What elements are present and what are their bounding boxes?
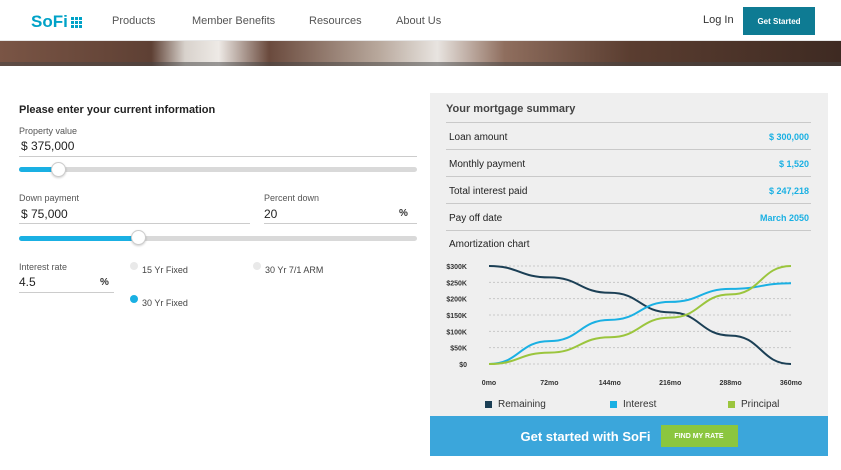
x-tick-label: 288mo [720, 380, 742, 387]
summary-label: Loan amount [449, 132, 508, 143]
property-value-underline [19, 156, 417, 157]
summary-value: $ 247,218 [768, 186, 809, 196]
interest-rate-unit: % [100, 277, 109, 288]
summary-label: Total interest paid [449, 186, 528, 197]
cta-bar: Get started with SoFi FIND MY RATE [430, 416, 828, 456]
nav-link-products[interactable]: Products [112, 15, 156, 27]
legend-interest: Interest [610, 399, 656, 410]
y-tick-label: $250K [446, 280, 467, 287]
y-tick-label: $200K [446, 297, 467, 304]
y-tick-label: $150K [446, 313, 467, 320]
nav-link-resources[interactable]: Resources [309, 15, 362, 27]
x-tick-label: 144mo [599, 380, 621, 387]
y-tick-label: $100K [446, 329, 467, 336]
interest-rate-input[interactable]: 4.5 [19, 275, 36, 289]
property-value-label: Property value [19, 126, 78, 136]
legend-interest-swatch [610, 401, 617, 408]
summary-divider [446, 230, 811, 231]
y-tick-label: $50K [450, 346, 467, 353]
mortgage-summary-panel: Your mortgage summary Loan amount $ 300,… [430, 93, 828, 456]
summary-label: Monthly payment [449, 159, 526, 170]
y-tick-label: $0 [459, 362, 467, 369]
down-payment-input[interactable]: $ 75,000 [21, 207, 68, 221]
radio-15yr-fixed[interactable] [130, 262, 138, 270]
percent-down-underline [264, 223, 417, 224]
series-line-principal [488, 265, 792, 365]
series-line-remaining [488, 265, 792, 365]
down-payment-slider-fill [19, 236, 139, 241]
get-started-button[interactable]: Get Started [743, 7, 815, 35]
nav-link-about-us[interactable]: About Us [396, 15, 442, 27]
hero-image [0, 41, 841, 66]
radio-30yr-fixed[interactable] [130, 295, 138, 303]
percent-down-unit: % [399, 208, 408, 219]
radio-30yr-fixed-label[interactable]: 30 Yr Fixed [142, 298, 188, 308]
x-tick-label: 0mo [482, 380, 496, 387]
series-line-interest [488, 282, 792, 365]
property-value-input[interactable]: $ 375,000 [21, 139, 75, 153]
x-tick-label: 360mo [780, 380, 802, 387]
legend-remaining: Remaining [485, 399, 546, 410]
percent-down-input[interactable]: 20 [264, 207, 278, 221]
legend-interest-label: Interest [623, 399, 657, 410]
amortization-chart: $0 $50K $100K $150K $200K $250K $300K 0mo 72mo 14… [446, 264, 802, 387]
amortization-chart-title: Amortization chart [449, 239, 530, 250]
radio-30yr-arm[interactable] [253, 262, 261, 270]
x-tick-label: 72mo [540, 380, 558, 387]
summary-value: $ 1,520 [778, 159, 809, 169]
legend-principal-swatch [728, 401, 735, 408]
summary-value: $ 300,000 [768, 132, 809, 142]
summary-row-monthly-payment: Monthly payment $ 1,520 [446, 149, 811, 176]
percent-down-label: Percent down [264, 193, 320, 203]
legend-remaining-label: Remaining [498, 399, 546, 410]
find-my-rate-button[interactable]: FIND MY RATE [660, 425, 738, 447]
summary-label: Pay off date [449, 213, 503, 224]
x-tick-label: 216mo [659, 380, 681, 387]
logo-mark-icon [70, 16, 82, 28]
down-payment-slider[interactable] [19, 236, 417, 241]
legend-principal: Principal [728, 399, 779, 410]
radio-15yr-fixed-label[interactable]: 15 Yr Fixed [142, 265, 188, 275]
logo-text: SoFi [31, 12, 68, 31]
property-value-slider-fill [19, 167, 59, 172]
summary-row-payoff-date: Pay off date March 2050 [446, 203, 811, 230]
summary-value: March 2050 [759, 213, 809, 223]
form-title: Please enter your current information [19, 104, 216, 116]
sofi-logo[interactable]: SoFi [31, 12, 82, 32]
legend-principal-label: Principal [741, 399, 780, 410]
interest-rate-underline [19, 292, 114, 293]
y-tick-label: $300K [446, 264, 467, 271]
summary-title: Your mortgage summary [446, 103, 576, 115]
property-value-slider[interactable] [19, 167, 417, 172]
down-payment-slider-handle[interactable] [130, 230, 146, 245]
login-link[interactable]: Log In [703, 14, 734, 26]
top-nav: SoFi Products Member Benefits Resources … [0, 0, 841, 41]
summary-row-total-interest: Total interest paid $ 247,218 [446, 176, 811, 203]
radio-30yr-arm-label[interactable]: 30 Yr 7/1 ARM [265, 265, 324, 275]
cta-text: Get started with SoFi [520, 428, 651, 444]
summary-row-loan-amount: Loan amount $ 300,000 [446, 122, 811, 149]
down-payment-label: Down payment [19, 193, 80, 203]
property-value-slider-handle[interactable] [51, 162, 67, 177]
legend-remaining-swatch [485, 401, 492, 408]
interest-rate-label: Interest rate [19, 262, 68, 272]
nav-link-member-benefits[interactable]: Member Benefits [192, 15, 276, 27]
down-payment-underline [19, 223, 250, 224]
